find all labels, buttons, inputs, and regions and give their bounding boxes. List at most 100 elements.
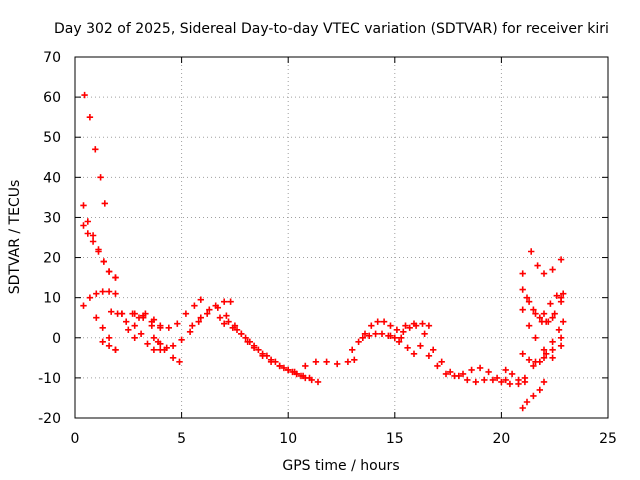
- data-point: [451, 372, 458, 380]
- data-point: [101, 200, 108, 207]
- series-arc-17: [349, 318, 529, 388]
- y-tick-label: 50: [43, 130, 61, 146]
- data-point: [536, 314, 543, 321]
- series-arc-15: [221, 320, 313, 382]
- data-point: [519, 306, 526, 313]
- series-arc-26: [519, 286, 565, 325]
- data-point: [131, 334, 138, 341]
- data-point: [540, 354, 548, 361]
- data-point: [165, 324, 172, 331]
- data-point: [285, 366, 292, 374]
- data-point: [306, 374, 313, 382]
- data-point: [93, 314, 100, 321]
- data-point: [421, 330, 428, 337]
- data-point: [323, 358, 330, 365]
- data-point: [197, 314, 204, 321]
- data-point: [150, 334, 158, 341]
- data-point: [549, 266, 556, 273]
- data-point: [519, 350, 526, 357]
- data-point: [391, 334, 398, 341]
- data-point: [169, 354, 177, 361]
- y-tick-label: -10: [38, 371, 61, 387]
- data-point: [387, 322, 394, 329]
- series-arc-2: [80, 202, 119, 281]
- chart-title: Day 302 of 2025, Sidereal Day-to-day VTE…: [54, 21, 609, 37]
- series-arc-11: [157, 296, 204, 331]
- data-point: [84, 230, 91, 237]
- data-point: [549, 354, 556, 361]
- data-point: [191, 302, 198, 309]
- data-point: [519, 404, 526, 412]
- series-arc-6: [99, 338, 119, 353]
- data-point: [105, 288, 113, 295]
- series-arc-29: [540, 290, 567, 317]
- data-point: [178, 336, 185, 343]
- data-point: [361, 330, 369, 337]
- data-point: [560, 318, 567, 325]
- data-point: [557, 256, 565, 263]
- data-point: [551, 310, 558, 317]
- data-point: [543, 350, 550, 357]
- x-tick-label: 10: [279, 431, 297, 447]
- data-point: [560, 290, 567, 297]
- data-point: [481, 376, 488, 384]
- data-point: [374, 318, 381, 325]
- data-point: [131, 310, 138, 317]
- data-point: [97, 174, 104, 181]
- data-point: [242, 334, 249, 341]
- data-point: [108, 308, 115, 315]
- data-point: [105, 342, 113, 349]
- data-point: [123, 318, 130, 325]
- series-arc-21: [417, 342, 509, 384]
- data-point: [176, 358, 183, 365]
- data-point: [393, 326, 401, 333]
- data-point: [276, 362, 283, 370]
- data-point: [489, 376, 497, 384]
- data-point: [81, 91, 88, 99]
- data-point: [93, 290, 100, 297]
- grid-lines: [75, 57, 608, 418]
- series-arc-3: [80, 222, 119, 281]
- data-point: [255, 346, 262, 353]
- data-point: [528, 248, 535, 255]
- data-point: [519, 270, 526, 277]
- data-point: [227, 298, 234, 305]
- data-point: [434, 362, 441, 370]
- data-point: [291, 368, 298, 376]
- y-tick-label: 70: [43, 50, 61, 66]
- data-point: [169, 342, 177, 349]
- data-point: [99, 288, 106, 295]
- data-point: [157, 346, 164, 353]
- y-tick-label: 20: [43, 251, 61, 267]
- data-point: [519, 286, 526, 293]
- data-point: [182, 310, 190, 317]
- data-point: [464, 376, 471, 384]
- data-point: [272, 358, 279, 365]
- data-point: [525, 298, 533, 305]
- data-point: [515, 376, 522, 384]
- data-point: [105, 334, 113, 341]
- data-point: [157, 324, 164, 331]
- data-point: [549, 314, 556, 321]
- data-point: [302, 362, 309, 370]
- data-point: [112, 290, 119, 297]
- data-point: [334, 360, 341, 368]
- y-tick-label: 0: [52, 331, 61, 347]
- data-point: [549, 346, 556, 353]
- data-point: [547, 300, 554, 307]
- data-point: [410, 350, 418, 357]
- data-point: [355, 338, 362, 345]
- data-point: [538, 318, 546, 325]
- data-point: [197, 296, 204, 303]
- data-point: [246, 338, 253, 345]
- data-point: [142, 310, 149, 317]
- data-point: [406, 324, 413, 331]
- data-point: [532, 334, 539, 341]
- y-tick-label: 60: [43, 90, 61, 106]
- series-arc-22: [502, 366, 529, 384]
- data-point: [214, 304, 221, 311]
- data-point: [404, 344, 411, 351]
- data-point: [555, 326, 563, 333]
- data-point: [99, 324, 106, 331]
- data-point: [525, 322, 533, 329]
